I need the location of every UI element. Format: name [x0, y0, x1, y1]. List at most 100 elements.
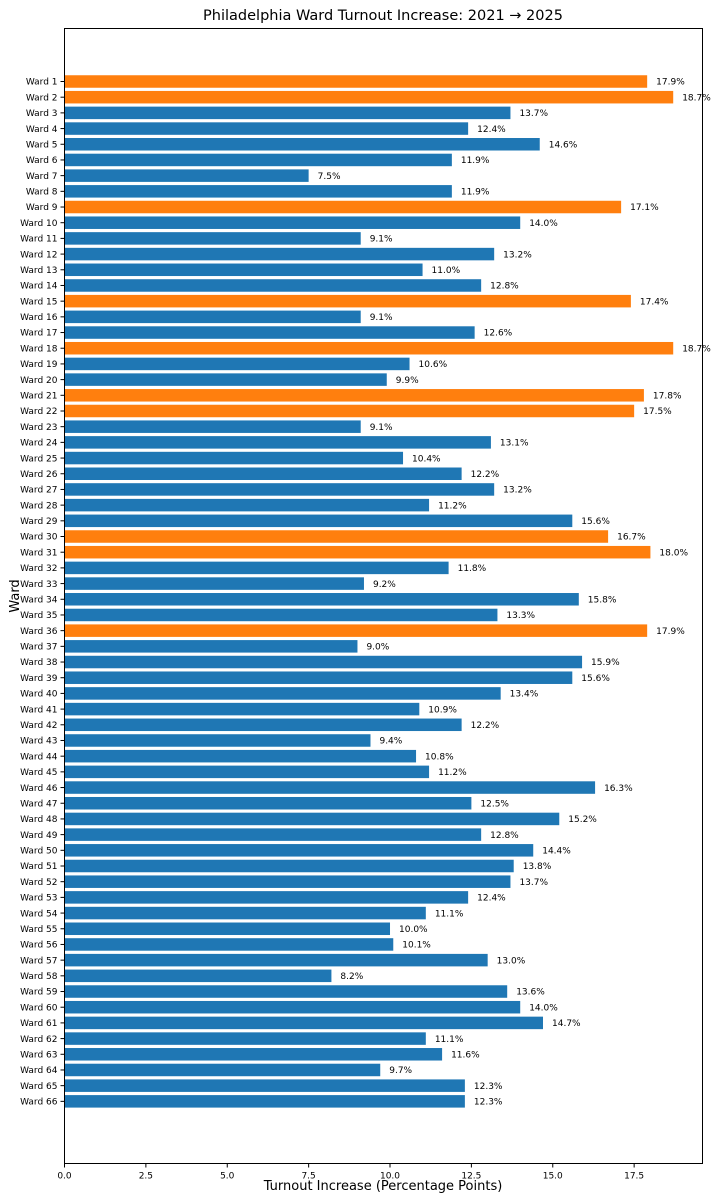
bar-ward-59 — [64, 985, 508, 998]
x-tick-label: 2.5 — [139, 1172, 153, 1182]
bar-ward-17 — [64, 326, 475, 339]
y-tick-label: Ward 3 — [26, 109, 58, 119]
bar-ward-53 — [64, 891, 469, 904]
y-tick-label: Ward 38 — [20, 658, 58, 668]
data-label: 9.4% — [379, 737, 402, 747]
y-tick-label: Ward 48 — [20, 815, 58, 825]
bar-ward-34 — [64, 593, 579, 606]
data-label: 10.9% — [428, 705, 457, 715]
data-label: 9.9% — [396, 376, 419, 386]
y-tick-label: Ward 5 — [26, 140, 58, 150]
data-label: 13.6% — [516, 988, 545, 998]
data-label: 17.5% — [643, 407, 672, 417]
data-label: 9.1% — [370, 235, 393, 245]
bar-ward-23 — [64, 420, 361, 433]
bar-ward-6 — [64, 153, 452, 167]
x-axis: 0.0 2.5 5.0 7.5 10.0 12.5 15.0 17.5 — [57, 1163, 644, 1182]
bar-ward-60 — [64, 1000, 521, 1014]
bar-ward-64 — [64, 1063, 381, 1077]
y-tick-label: Ward 13 — [20, 266, 57, 276]
data-label: 13.3% — [506, 611, 535, 621]
bar-ward-21 — [64, 389, 644, 402]
bars-group — [64, 75, 674, 1108]
y-tick-label: Ward 2 — [26, 93, 58, 103]
data-label: 11.1% — [435, 909, 464, 919]
y-tick-label: Ward 14 — [20, 282, 58, 292]
y-axis-label: Ward — [8, 579, 23, 612]
bar-ward-32 — [64, 561, 449, 575]
data-label: 9.0% — [366, 643, 389, 653]
bar-ward-55 — [64, 922, 391, 936]
data-label: 15.6% — [581, 517, 610, 527]
bar-ward-9 — [64, 200, 622, 214]
data-label: 17.8% — [653, 392, 682, 402]
data-label: 13.7% — [519, 878, 548, 888]
y-tick-label: Ward 26 — [20, 470, 58, 480]
data-label: 15.2% — [568, 815, 597, 825]
data-label: 10.1% — [402, 941, 431, 951]
y-tick-label: Ward 56 — [20, 941, 58, 951]
bar-ward-47 — [64, 796, 472, 810]
data-label: 10.8% — [425, 752, 454, 762]
data-label: 9.7% — [389, 1066, 412, 1076]
data-label: 10.6% — [419, 360, 448, 370]
y-tick-label: Ward 51 — [20, 862, 57, 872]
bar-ward-63 — [64, 1048, 443, 1061]
x-tick-label: 10.0 — [380, 1172, 400, 1182]
data-label: 9.1% — [370, 313, 393, 323]
x-tick-label: 15.0 — [543, 1172, 563, 1182]
y-tick-label: Ward 63 — [20, 1050, 57, 1060]
bar-ward-40 — [64, 687, 501, 700]
bar-ward-18 — [64, 341, 674, 355]
bar-ward-37 — [64, 640, 358, 653]
data-label: 13.4% — [510, 690, 539, 700]
y-tick-label: Ward 54 — [20, 909, 58, 919]
data-label: 13.1% — [500, 439, 529, 449]
y-tick-label: Ward 43 — [20, 737, 57, 747]
y-tick-label: Ward 22 — [20, 407, 57, 417]
bar-ward-39 — [64, 671, 573, 684]
data-label: 14.7% — [552, 1019, 581, 1029]
data-label: 18.7% — [682, 93, 711, 103]
y-tick-label: Ward 53 — [20, 894, 57, 904]
bar-ward-51 — [64, 859, 514, 873]
y-tick-label: Ward 17 — [20, 329, 57, 339]
bar-ward-12 — [64, 247, 495, 261]
data-label: 9.2% — [373, 580, 396, 590]
bar-ward-52 — [64, 875, 511, 888]
bar-ward-57 — [64, 953, 488, 967]
data-label: 14.4% — [542, 847, 571, 857]
bar-ward-36 — [64, 624, 648, 637]
bar-ward-24 — [64, 436, 491, 449]
y-tick-label: Ward 34 — [20, 595, 58, 605]
data-label: 14.6% — [549, 140, 578, 150]
y-tick-label: Ward 47 — [20, 799, 57, 809]
y-tick-label: Ward 28 — [20, 501, 58, 511]
y-tick-label: Ward 45 — [20, 768, 57, 778]
y-tick-label: Ward 33 — [20, 580, 57, 590]
y-tick-label: Ward 20 — [20, 376, 58, 386]
data-label: 13.2% — [503, 250, 532, 260]
y-tick-label: Ward 9 — [26, 203, 58, 213]
y-tick-label: Ward 65 — [20, 1082, 57, 1092]
bar-ward-45 — [64, 765, 430, 779]
data-label: 11.9% — [461, 188, 490, 198]
y-tick-label: Ward 27 — [20, 486, 57, 496]
data-label: 17.1% — [630, 203, 659, 213]
bar-ward-7 — [64, 169, 309, 182]
bar-ward-10 — [64, 216, 521, 229]
y-tick-label: Ward 42 — [20, 721, 57, 731]
y-tick-label: Ward 31 — [20, 548, 57, 558]
y-tick-label: Ward 58 — [20, 972, 58, 982]
bar-ward-38 — [64, 655, 583, 669]
bar-ward-8 — [64, 185, 452, 198]
data-label: 14.0% — [529, 1003, 558, 1013]
x-tick-label: 17.5 — [624, 1172, 644, 1182]
x-tick-label: 0.0 — [57, 1172, 72, 1182]
bar-ward-16 — [64, 310, 361, 324]
data-label: 17.9% — [656, 78, 685, 88]
data-label: 18.7% — [682, 344, 711, 354]
bar-ward-5 — [64, 138, 540, 151]
y-tick-label: Ward 46 — [20, 784, 58, 794]
